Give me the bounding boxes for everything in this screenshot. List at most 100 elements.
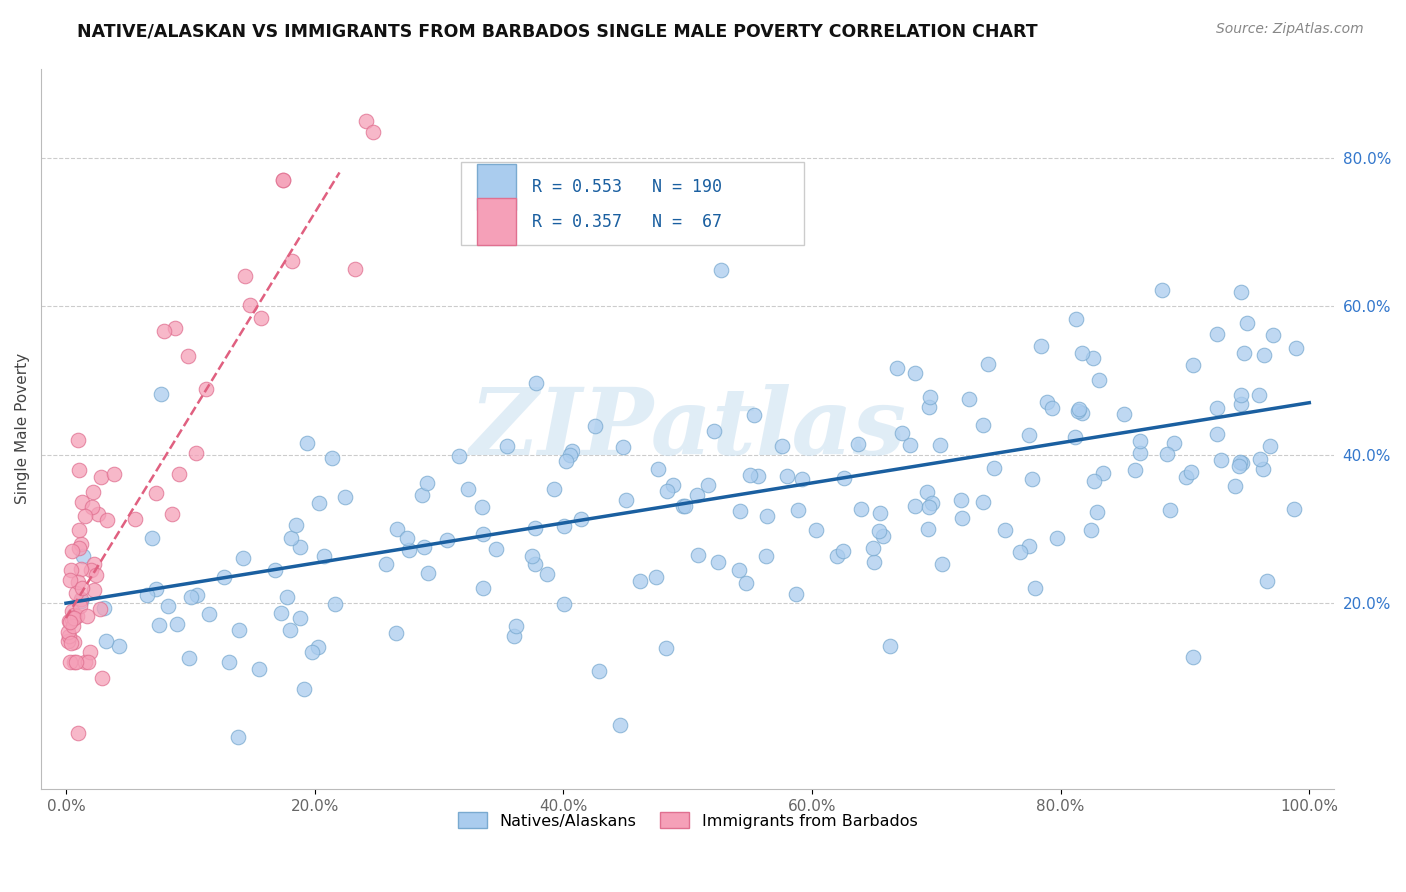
Point (150, 386, 173, 401)
Point (612, 440, 634, 454)
Point (83, 557, 105, 571)
Point (63, 655, 86, 669)
Point (232, 551, 254, 566)
Point (186, 446, 208, 460)
Point (156, 599, 179, 614)
Point (124, 511, 146, 525)
Point (62, 611, 84, 625)
Point (609, 718, 631, 732)
Point (1256, 574, 1278, 589)
Point (65, 609, 87, 624)
Point (524, 557, 547, 571)
Point (886, 360, 908, 375)
Point (628, 574, 651, 589)
Point (994, 524, 1017, 538)
Point (312, 549, 335, 563)
Point (1040, 401, 1063, 415)
Point (354, 113, 377, 128)
Point (1211, 453, 1233, 467)
Point (301, 645, 323, 659)
Point (1227, 459, 1250, 474)
Point (180, 591, 202, 605)
Point (363, 125, 385, 139)
Point (58, 629, 80, 643)
Point (686, 488, 709, 502)
Point (915, 484, 938, 499)
Point (82, 484, 104, 499)
Point (69, 591, 91, 606)
Point (1067, 404, 1090, 418)
Point (65, 655, 87, 669)
Point (1229, 455, 1251, 469)
Point (292, 682, 315, 697)
Point (1180, 465, 1202, 479)
Point (1071, 406, 1094, 420)
Point (77, 655, 100, 669)
Point (1036, 395, 1059, 409)
Point (1249, 388, 1271, 402)
Point (384, 625, 406, 640)
Point (197, 607, 219, 621)
Point (673, 499, 696, 513)
Point (655, 483, 678, 498)
Point (75, 655, 97, 669)
Point (457, 483, 479, 497)
Point (553, 518, 575, 533)
Point (755, 549, 778, 563)
Point (321, 451, 343, 466)
Point (333, 490, 356, 504)
Point (728, 563, 751, 577)
Point (288, 540, 311, 554)
Point (869, 507, 891, 521)
Point (524, 376, 547, 390)
Point (872, 529, 894, 543)
Point (1128, 434, 1150, 448)
Point (67, 462, 90, 476)
Point (87, 507, 110, 521)
Point (785, 587, 807, 601)
Text: Source: ZipAtlas.com: Source: ZipAtlas.com (1216, 22, 1364, 37)
Point (412, 540, 434, 554)
Point (931, 558, 953, 572)
Point (166, 616, 188, 631)
Point (1029, 339, 1052, 353)
Point (846, 437, 869, 451)
Point (706, 555, 728, 569)
Point (60, 612, 83, 626)
Point (59, 655, 82, 669)
Point (70, 581, 93, 595)
Point (1123, 463, 1146, 477)
Point (644, 570, 666, 584)
Point (1206, 327, 1229, 342)
Point (977, 357, 1000, 371)
Point (278, 624, 301, 638)
Point (890, 425, 912, 440)
Point (167, 467, 190, 482)
Point (1083, 474, 1105, 488)
Point (742, 408, 765, 422)
Point (868, 524, 890, 538)
Point (1223, 478, 1246, 492)
Point (1236, 317, 1258, 331)
Point (76, 609, 98, 624)
Point (79, 645, 101, 659)
Point (160, 508, 183, 522)
Point (972, 495, 994, 509)
Point (449, 449, 471, 463)
Point (983, 461, 1005, 475)
Point (411, 488, 433, 502)
Point (70, 494, 93, 508)
Point (1285, 341, 1308, 355)
Point (67, 433, 90, 447)
Point (395, 532, 418, 546)
Point (148, 618, 170, 632)
Point (755, 509, 778, 524)
Point (536, 566, 558, 581)
Point (806, 523, 828, 537)
Point (918, 400, 941, 414)
Point (271, 173, 294, 187)
Point (141, 531, 163, 545)
Point (281, 254, 304, 268)
Point (569, 512, 592, 526)
Point (1024, 581, 1046, 595)
